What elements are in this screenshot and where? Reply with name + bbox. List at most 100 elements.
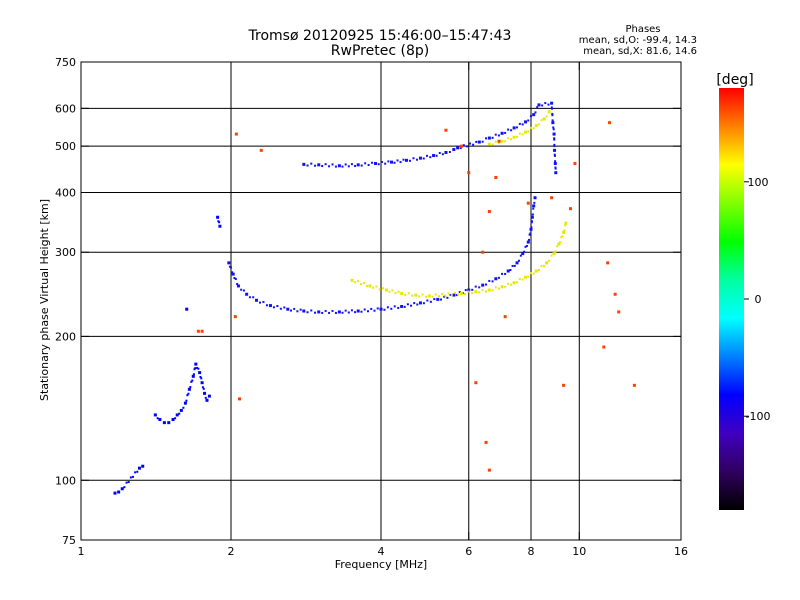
data-point [573,161,577,165]
data-point-interp [404,293,407,296]
data-point-interp [519,254,522,257]
data-point [524,130,528,134]
data-point [404,158,408,162]
data-point [562,383,566,387]
x-tick-label: 10 [572,545,586,558]
data-point [533,196,537,200]
data-point [187,387,191,391]
data-point [487,288,491,292]
data-point-interp [441,292,444,295]
data-point-interp [536,106,539,109]
data-point [500,285,504,289]
data-point [552,132,556,136]
data-point-interp [527,238,530,241]
data-point-interp [422,302,425,305]
data-point [390,160,394,164]
data-point [487,210,491,214]
data-point-interp [551,107,554,110]
data-point [218,224,222,228]
data-point-interp [360,283,363,286]
data-point [632,383,636,387]
data-point-interp [397,290,400,293]
data-point-interp [497,276,500,279]
data-point-interp [554,167,557,170]
data-point-interp [376,307,379,310]
data-point [400,291,404,295]
data-point-interp [341,311,344,314]
data-point-interp [233,277,236,280]
data-point-interp [540,264,543,267]
y-tick-label: 600 [55,102,76,115]
data-point-interp [426,154,429,157]
data-point-interp [464,289,467,292]
data-point-interp [529,115,532,118]
data-point-interp [328,311,331,314]
data-point-interp [537,123,540,126]
data-point [521,252,525,256]
data-point-interp [561,235,564,238]
data-point-interp [412,157,415,160]
data-point-interp [192,373,195,376]
data-point-interp [228,265,231,268]
y-tick-label: 75 [62,534,76,547]
data-point [418,156,422,160]
data-point-interp [521,123,524,126]
data-point-interp [471,288,474,291]
data-point [379,307,383,311]
data-point-interp [501,272,504,275]
data-point [141,464,145,468]
data-point [474,381,478,385]
data-point-interp [178,412,181,415]
data-point-interp [362,282,365,285]
data-point [227,261,231,265]
data-point-interp [429,300,432,303]
data-point [254,298,258,302]
data-point [554,171,558,175]
data-point-interp [289,309,292,312]
colorbar-tick-label: -100 [746,410,771,423]
data-point-interp [229,266,232,269]
chart-title: Tromsø 20120925 15:46:00–15:47:43 [248,28,512,44]
data-point [234,132,238,136]
data-point-interp [371,161,374,164]
data-point-interp [433,298,436,301]
data-point-interp [388,290,391,293]
data-point [231,272,235,276]
data-point-interp [504,131,507,134]
data-point-interp [341,165,344,168]
data-point-interp [453,291,456,294]
stats-line-x: mean, sd,X: 81.6, 14.6 [583,46,697,57]
data-point [503,315,507,319]
data-point-interp [551,114,554,117]
data-point [606,261,610,265]
data-point-interp [524,245,527,248]
data-point-interp [123,486,126,489]
data-point [237,397,241,401]
data-point [608,121,612,125]
data-point-interp [129,476,132,479]
data-point [613,292,617,296]
y-tick-label: 750 [55,56,76,69]
data-point-interp [525,244,528,247]
data-point [500,139,504,143]
data-point [368,284,372,288]
data-point-interp [548,259,551,262]
data-point-interp [446,296,449,299]
data-point-interp [540,119,543,122]
data-point-interp [547,103,550,106]
data-point [562,230,566,234]
data-point [153,413,157,417]
data-point-interp [504,272,507,275]
data-point [268,304,272,308]
data-point-interp [553,143,556,146]
data-point [233,315,237,319]
data-point-interp [518,277,521,280]
data-point-interp [435,154,438,157]
data-point [185,307,189,311]
data-point [418,301,422,305]
data-point [302,162,306,166]
data-point [524,275,528,279]
data-point [203,391,207,395]
data-point-interp [518,132,521,135]
data-point-interp [258,301,261,304]
